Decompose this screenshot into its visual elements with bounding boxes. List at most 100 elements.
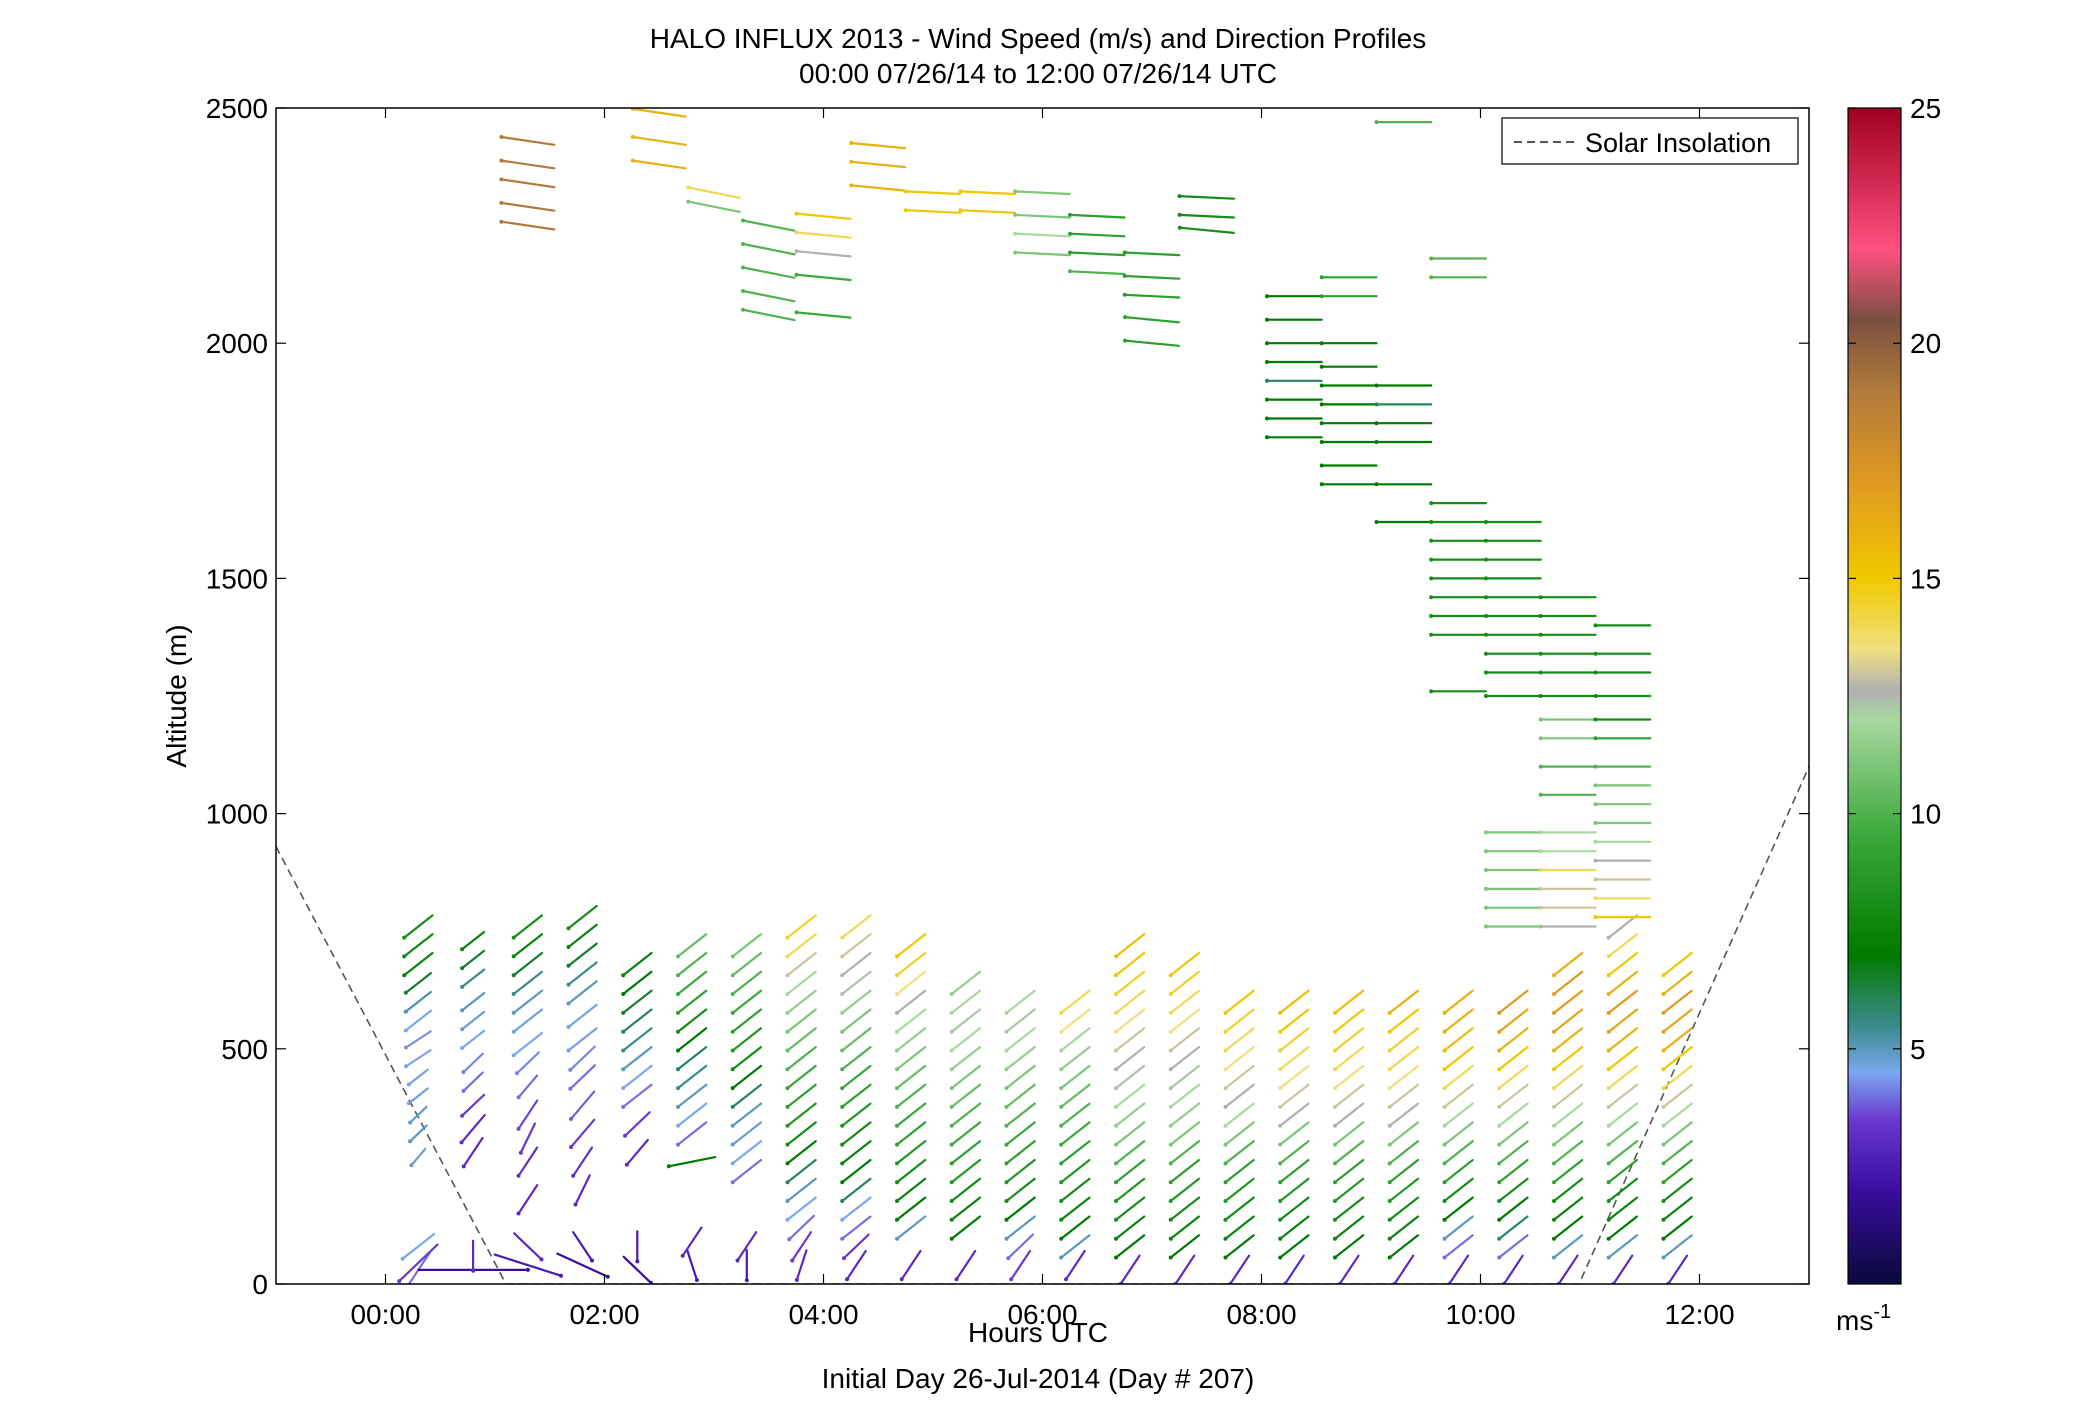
lower-wind-vector (786, 1008, 817, 1033)
lower-wind-vector-head (1059, 1161, 1064, 1166)
lower-wind-vector-head (1333, 1180, 1337, 1185)
lower-wind-vector (567, 923, 598, 949)
lower-wind-vector-head (730, 1104, 735, 1109)
lower-wind-vector (841, 1027, 872, 1052)
lower-wind-vector-head (1661, 1010, 1666, 1015)
upper-wind-vector (850, 160, 907, 169)
lower-wind-vector (1010, 1249, 1032, 1281)
lower-wind-vector (1224, 1234, 1255, 1259)
lower-wind-vector-head (1278, 1199, 1283, 1203)
lower-wind-vector-head (1442, 1217, 1447, 1222)
y-axis-ticks: 0 500 1000 1500 2000 2500 (206, 93, 1809, 1300)
lower-wind-vector-head (1223, 1123, 1228, 1128)
legend-label: Solar Insolation (1585, 128, 1771, 158)
lower-wind-vector (1552, 1045, 1584, 1071)
lower-wind-vector-head (1442, 1255, 1447, 1260)
lower-wind-vector (1443, 1102, 1474, 1127)
lower-wind-vector-head (1278, 1180, 1283, 1185)
lower-wind-vector (845, 1249, 867, 1281)
lower-wind-vector (731, 933, 763, 958)
upper-wind-vector-head (1068, 250, 1072, 255)
lower-wind-vector (1005, 1064, 1036, 1090)
lower-wind-vector-head (516, 1173, 521, 1178)
lower-wind-vector-head (840, 992, 845, 996)
upper-wind-vector-head (499, 219, 504, 224)
lower-wind-vector (676, 1121, 708, 1146)
upper-wind-vector (1068, 270, 1126, 276)
lower-wind-vector-head (785, 1161, 790, 1166)
x-tick-label: 12:00 (1664, 1299, 1734, 1330)
lower-wind-vector-head (1497, 1086, 1502, 1091)
lower-wind-vector-head (1387, 1180, 1392, 1185)
lower-wind-vector-head (621, 1086, 626, 1091)
lower-wind-vector (841, 1196, 872, 1221)
lower-wind-vector-head (1004, 1104, 1009, 1109)
lower-wind-vector-head (1333, 1104, 1337, 1109)
upper-wind-vector-head (1374, 120, 1379, 125)
lower-wind-vector (1114, 1027, 1146, 1052)
lower-wind-vector (556, 1252, 609, 1278)
lower-wind-vector (1060, 1121, 1091, 1146)
lower-wind-vector-head (676, 1029, 680, 1034)
upper-wind-vector-head (1374, 440, 1379, 444)
lower-wind-vector-head (1661, 973, 1666, 978)
lower-wind-vector (403, 951, 434, 977)
lower-wind-vector-head (785, 1086, 790, 1091)
lower-wind-vector-head (511, 1053, 516, 1058)
lower-wind-vector-head (1223, 1048, 1228, 1053)
lower-wind-vector-head (1059, 1086, 1064, 1091)
lower-wind-vector (567, 1003, 598, 1029)
lower-wind-vector (1169, 1045, 1201, 1071)
lower-wind-vector (731, 1158, 763, 1184)
upper-wind-vector (1014, 190, 1071, 196)
lower-wind-vector-head (785, 1217, 790, 1222)
lower-wind-vector-head (840, 1161, 845, 1166)
upper-wind-vector-head (1593, 764, 1598, 769)
lower-wind-vector (1388, 1083, 1420, 1109)
upper-wind-vector-head (1265, 317, 1269, 322)
upper-wind-vector-head (1429, 275, 1434, 280)
upper-wind-vector-head (1484, 905, 1488, 910)
lower-wind-vector-head (1497, 1217, 1502, 1222)
lower-wind-vector-head (460, 984, 465, 989)
x-axis-ticks: 00:00 02:00 04:00 06:00 08:00 10:00 12:00 (350, 108, 1735, 1330)
lower-wind-vector-head (1387, 1086, 1392, 1091)
lower-wind-vector-head (1004, 1086, 1009, 1091)
lower-wind-vector-head (1442, 1104, 1447, 1109)
lower-wind-vector-head (1223, 1104, 1228, 1109)
lower-wind-vector-head (1497, 1048, 1502, 1053)
lower-wind-vector-head (624, 1162, 629, 1167)
chart-title: HALO INFLUX 2013 - Wind Speed (m/s) and … (650, 23, 1427, 54)
upper-wind-vector-head (1013, 212, 1018, 217)
lower-wind-vector (895, 970, 927, 996)
lower-wind-vector (950, 1064, 982, 1090)
lower-wind-vector-head (621, 992, 626, 996)
lower-wind-vector-head (845, 1277, 849, 1282)
x-tick-label: 00:00 (350, 1299, 420, 1330)
lower-wind-vector (1005, 1083, 1036, 1109)
lower-wind-vector-head (1114, 1180, 1118, 1185)
lower-wind-vector (1114, 1158, 1146, 1184)
upper-wind-vector-head (1374, 402, 1379, 407)
lower-wind-vector (1443, 1177, 1474, 1203)
lower-wind-vector-head (1387, 1067, 1392, 1072)
lower-wind-vector (567, 904, 598, 930)
lower-wind-vector (1279, 1064, 1310, 1090)
upper-wind-vector-head (1484, 520, 1488, 524)
lower-wind-vector-head (785, 1067, 790, 1072)
lower-wind-vector (517, 1074, 539, 1099)
upper-wind-vector (500, 135, 556, 146)
lower-wind-vector-head (1059, 1255, 1064, 1260)
lower-wind-vector-head (459, 1140, 464, 1145)
colorbar-tick-label: 15 (1910, 563, 1941, 594)
lower-wind-vector (1169, 1140, 1201, 1165)
lower-wind-vector (569, 1064, 597, 1090)
colorbar-unit: ms-1 (1836, 1301, 1891, 1336)
lower-wind-vector (1169, 1083, 1201, 1109)
lower-wind-vector (404, 990, 432, 1013)
lower-wind-vector (1552, 1027, 1584, 1052)
colorbar-tick-label: 10 (1910, 799, 1941, 830)
lower-wind-vector-head (1661, 1086, 1666, 1091)
lower-wind-vector (1169, 970, 1201, 996)
lower-wind-vector-head (1497, 1142, 1502, 1147)
